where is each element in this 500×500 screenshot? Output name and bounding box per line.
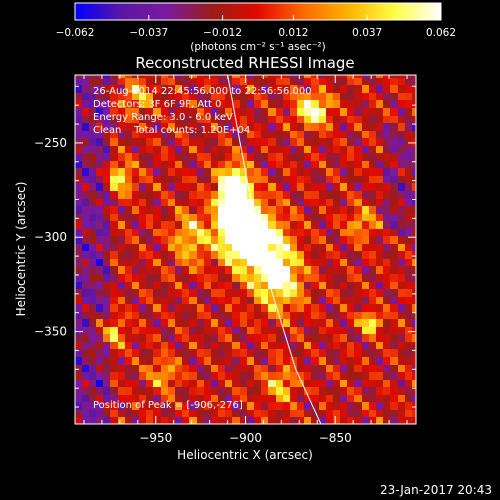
x-tick-label: −950 (139, 431, 172, 445)
y-axis-label: Heliocentric Y (arcsec) (14, 182, 28, 317)
x-tick-label: −900 (229, 431, 262, 445)
info-annotations: 26-Aug-2014 22:45:56.000 to 22:56:56.000… (93, 86, 312, 136)
x-axis-label: Heliocentric X (arcsec) (177, 448, 313, 462)
y-tick-label: −350 (34, 325, 67, 339)
colorbar-tick-label: −0.062 (56, 27, 95, 39)
colorbar-tick-label: −0.037 (129, 27, 168, 39)
colorbar-units: (photons cm⁻² s⁻¹ asec⁻²) (190, 41, 325, 53)
colorbar (75, 3, 441, 20)
colorbar-frame (74, 2, 442, 21)
colorbar-ticks: −0.062 −0.037 −0.012 0.012 0.037 0.062 (56, 15, 456, 39)
y-tick-label: −300 (34, 230, 67, 244)
x-tick-label: −850 (319, 431, 352, 445)
colorbar-tick-label: −0.012 (203, 27, 242, 39)
footer-timestamp: 23-Jan-2017 20:43 (380, 483, 492, 497)
info-line-energy: Energy Range: 3.0 - 6.0 keV (93, 112, 233, 123)
heatmap-image (75, 75, 416, 424)
solar-limb-curve (227, 74, 322, 425)
colorbar-axis: −0.062 −0.037 −0.012 0.012 0.037 0.062 (photo… (56, 2, 456, 53)
info-line-counts: Clean Total counts: 1.20E+04 (93, 125, 250, 136)
y-tick-label: −250 (34, 136, 67, 150)
colorbar-tick-label: 0.037 (352, 27, 382, 39)
chart-title: Reconstructed RHESSI Image (135, 54, 354, 72)
colorbar-tick-label: 0.012 (278, 27, 308, 39)
colorbar-tick-label: 0.062 (426, 27, 456, 39)
axis-ticks: −950 −900 −850 −250 −300 −350 (34, 75, 416, 445)
peak-position-label: Position of Peak = [-906,-276] (93, 400, 243, 411)
info-line-detectors: Detectors: 3F 6F 9F, Att 0 (93, 99, 221, 110)
info-line-time: 26-Aug-2014 22:45:56.000 to 22:56:56.000 (93, 86, 312, 97)
